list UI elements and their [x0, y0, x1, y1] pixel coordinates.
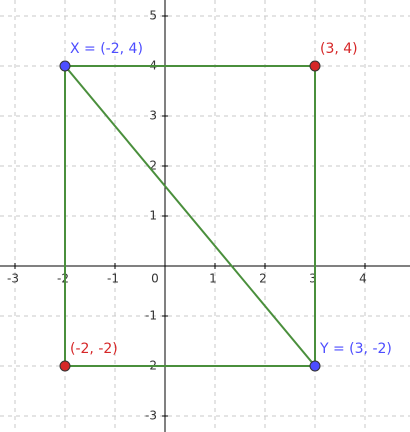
y-tick-label: 3 [149, 109, 157, 123]
x-tick-label: -1 [107, 272, 119, 286]
segment [64, 65, 316, 367]
y-tick-label: 1 [149, 209, 157, 223]
y-tick-label: -1 [145, 309, 157, 323]
point [309, 360, 321, 372]
point [309, 60, 321, 72]
point [59, 60, 71, 72]
point-label: X = (-2, 4) [70, 41, 143, 57]
y-tick-label: -3 [145, 409, 157, 423]
point-label: (-2, -2) [70, 341, 118, 357]
x-tick-label: 1 [209, 272, 217, 286]
x-tick-label: -2 [57, 272, 69, 286]
point [59, 360, 71, 372]
x-tick-label: 2 [259, 272, 267, 286]
x-tick-label: 4 [359, 272, 367, 286]
x-tick-label: 0 [151, 272, 159, 286]
y-tick-label: 5 [149, 9, 157, 23]
y-tick-label: 2 [149, 159, 157, 173]
x-tick-label: -3 [7, 272, 19, 286]
point-label: Y = (3, -2) [319, 341, 392, 357]
x-tick-label: 3 [309, 272, 317, 286]
point-label: (3, 4) [320, 41, 358, 57]
